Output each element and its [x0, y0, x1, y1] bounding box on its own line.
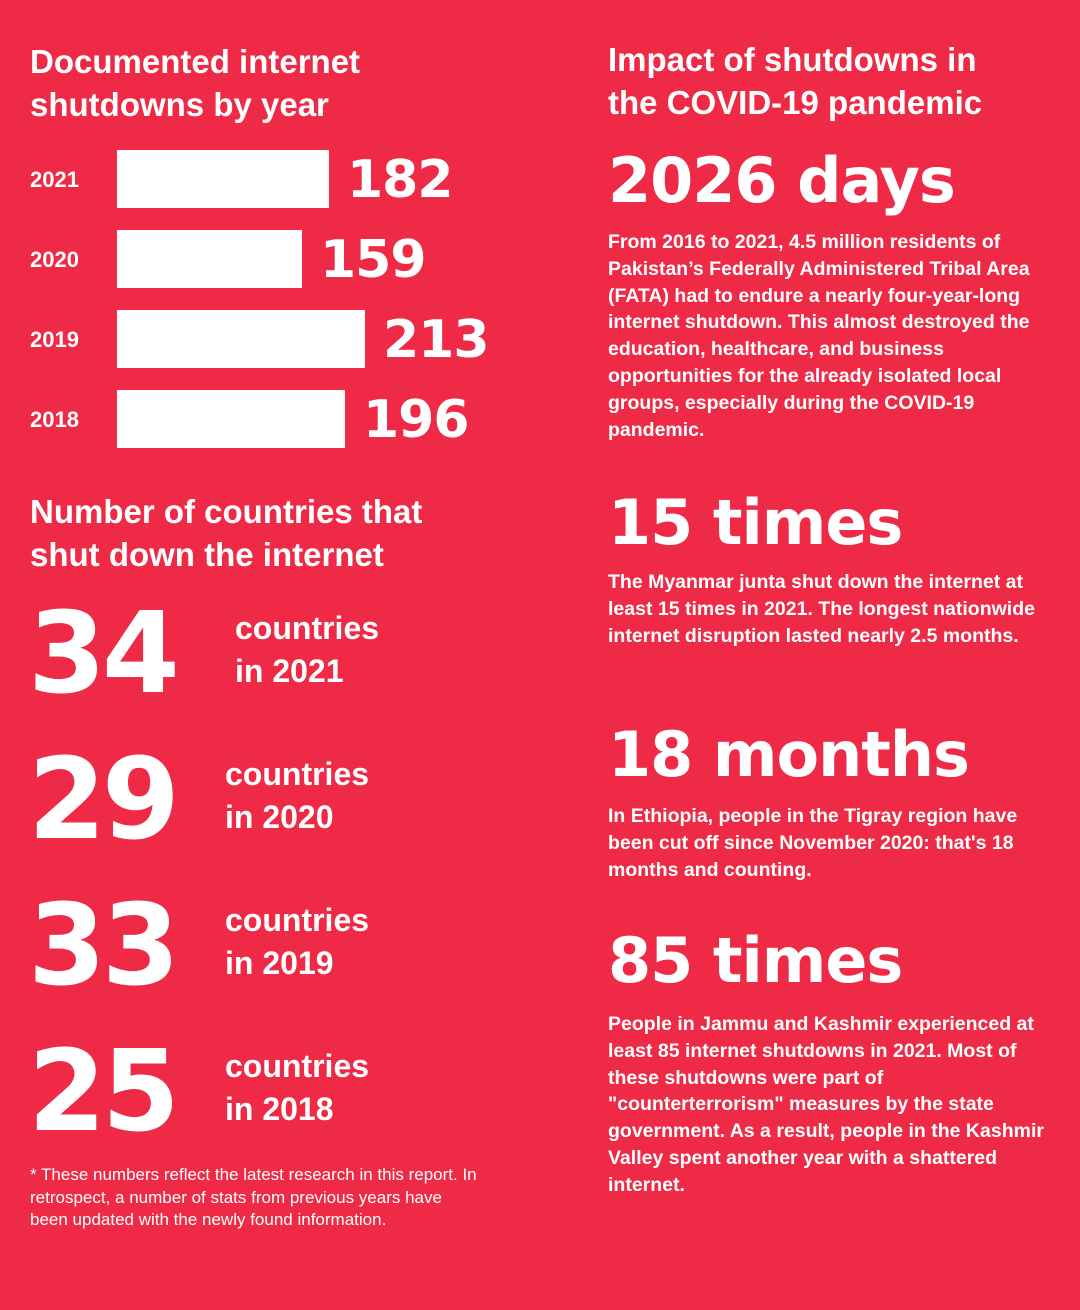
country-stat-2018: 25: [28, 1027, 180, 1157]
bar-2018: [117, 390, 345, 448]
country-count: 33: [28, 881, 180, 1011]
stat-description: The Myanmar junta shut down the internet…: [608, 571, 1035, 647]
country-stat-2020: 29: [28, 735, 180, 865]
bar-2021: [117, 150, 329, 208]
stat-description: People in Jammu and Kashmir experienced …: [608, 1013, 1044, 1196]
country-count: 25: [28, 1027, 180, 1157]
country-stat-label: countries in 2018: [225, 1048, 370, 1127]
stat-headline: 2026 days: [608, 144, 956, 217]
footnote: * These numbers reflect the latest resea…: [30, 1165, 477, 1229]
country-stat-label: countries in 2021: [235, 610, 380, 689]
stat-description: From 2016 to 2021, 4.5 million residents…: [608, 231, 1030, 441]
bar-value-label: 213: [383, 310, 490, 370]
country-stat-label: countries in 2020: [225, 756, 370, 835]
bar-year-label: 2020: [30, 247, 79, 272]
stat-description: In Ethiopia, people in the Tigray region…: [608, 805, 1018, 881]
bar-2019: [117, 310, 365, 368]
stat-headline: 18 months: [608, 718, 970, 791]
country-count: 34: [28, 589, 180, 719]
impact-section-title: Impact of shutdowns in the COVID-19 pand…: [608, 41, 983, 121]
shutdowns-chart-title: Documented internet shutdowns by year: [30, 43, 361, 123]
shutdowns-bar-chart: 2021 182 2020 159 2019 213 2018 196: [0, 0, 540, 470]
stat-headline: 85 times: [608, 924, 903, 997]
bar-year-label: 2018: [30, 407, 79, 432]
bar-value-label: 182: [347, 150, 454, 210]
bar-value-label: 196: [363, 390, 470, 450]
country-stat-2019: 33: [28, 881, 180, 1011]
country-stat-2021: 34: [28, 589, 180, 719]
bar-year-label: 2019: [30, 327, 79, 352]
bar-year-label: 2021: [30, 167, 79, 192]
country-count: 29: [28, 735, 180, 865]
stat-headline: 15 times: [608, 486, 903, 559]
bar-2020: [117, 230, 302, 288]
bar-value-label: 159: [320, 230, 427, 290]
countries-section-title: Number of countries that shut down the i…: [30, 493, 423, 573]
country-stat-label: countries in 2019: [225, 902, 370, 981]
